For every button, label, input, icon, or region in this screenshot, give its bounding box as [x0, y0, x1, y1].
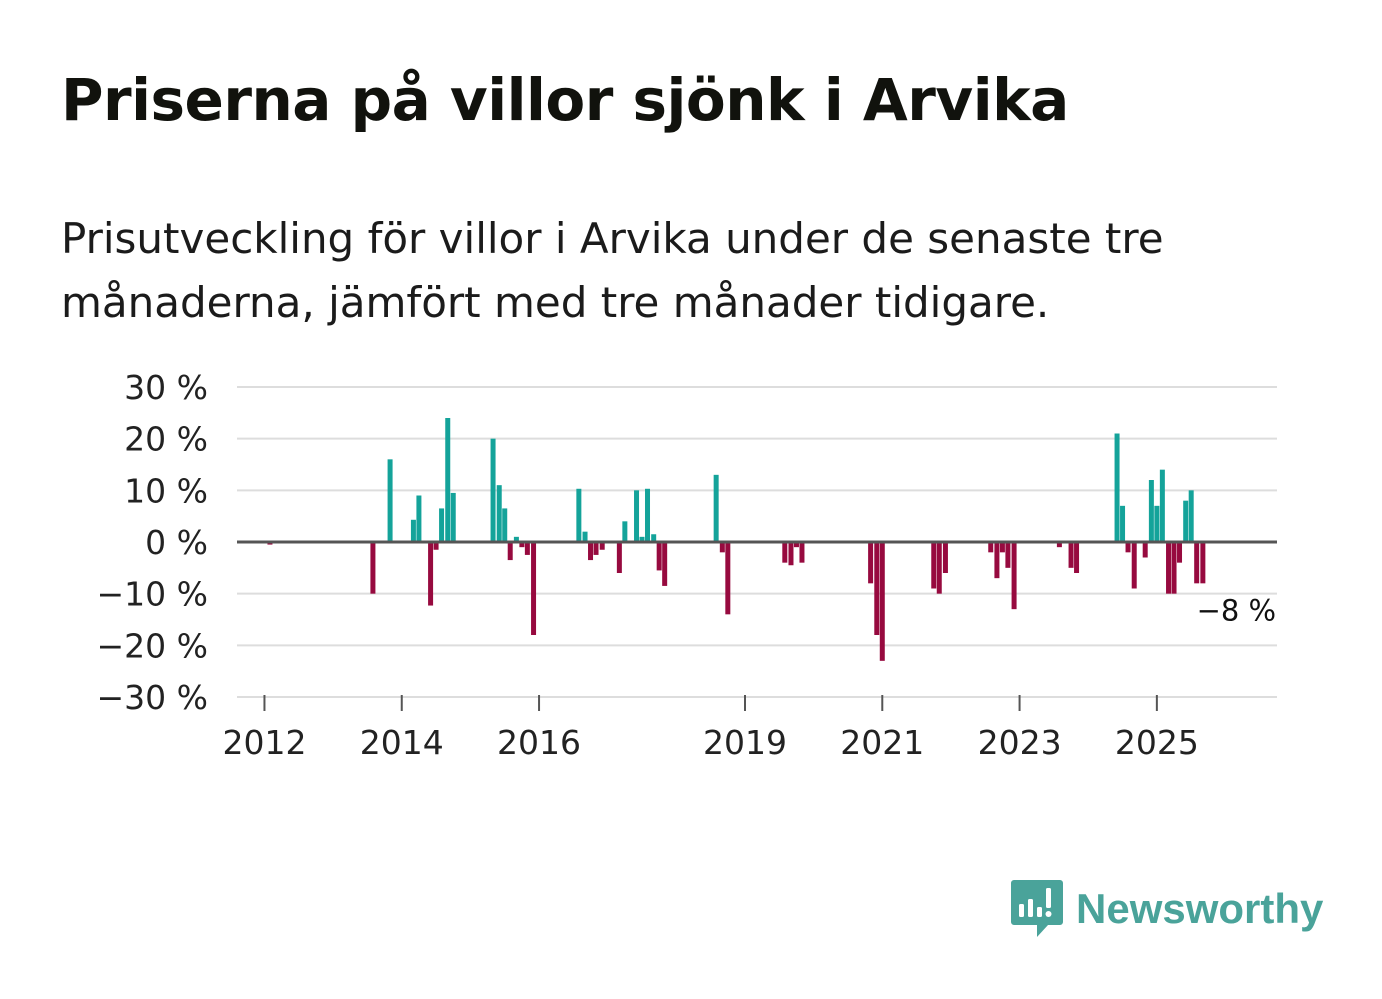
bar: [1188, 490, 1194, 542]
bar: [1148, 480, 1154, 542]
chart-subtitle: Prisutveckling för villor i Arvika under…: [61, 214, 1164, 327]
bar: [713, 474, 719, 542]
bar: [387, 459, 393, 542]
bar: [616, 542, 622, 573]
newsworthy-bar-chart-bubble-icon: [1011, 880, 1063, 937]
bar: [639, 536, 645, 542]
bar: [1068, 542, 1074, 568]
bar: [931, 542, 937, 589]
y-tick-label: 10 %: [124, 471, 208, 510]
bar: [988, 542, 994, 553]
bar: [1183, 500, 1189, 542]
y-tick-label: −30 %: [97, 678, 209, 717]
bar: [507, 542, 513, 561]
bar: [942, 542, 948, 573]
bar: [874, 542, 880, 635]
bar: [1056, 542, 1062, 548]
bar: [519, 542, 525, 548]
bar: [450, 492, 456, 542]
bar: [576, 488, 582, 542]
chart-title: Priserna på villor sjönk i Arvika: [61, 66, 1069, 134]
bar: [1005, 542, 1011, 568]
x-tick-label: 2012: [222, 723, 306, 762]
bar: [936, 542, 942, 594]
y-tick-label: 30 %: [124, 368, 208, 407]
bar: [725, 542, 731, 615]
bar: [1120, 505, 1126, 542]
bar: [439, 508, 445, 542]
bar: [719, 542, 725, 553]
bar: [999, 542, 1005, 553]
bar: [593, 542, 599, 555]
bar: [588, 542, 594, 561]
y-tick-label: −10 %: [97, 575, 209, 614]
bars: [267, 418, 1206, 661]
bar: [634, 490, 640, 542]
x-tick-label: 2025: [1115, 723, 1199, 762]
bar: [879, 542, 885, 661]
bar: [445, 418, 451, 542]
logo-text: Newsworthy: [1076, 885, 1324, 932]
bar: [433, 542, 439, 550]
bar: [868, 542, 874, 584]
bar: [1200, 542, 1206, 584]
bar: [490, 438, 496, 542]
x-tick-label: 2016: [497, 723, 581, 762]
bar: [662, 542, 668, 586]
x-tick-label: 2014: [360, 723, 444, 762]
bar: [788, 542, 794, 566]
bar: [1177, 542, 1183, 563]
bar: [416, 495, 422, 542]
bar: [782, 542, 788, 563]
bar: [428, 542, 434, 606]
y-tick-label: 0 %: [145, 523, 208, 562]
bar: [513, 536, 519, 542]
bar: [1125, 542, 1131, 553]
x-tick-label: 2023: [978, 723, 1062, 762]
bar: [410, 519, 416, 542]
bar: [656, 542, 662, 571]
bar: [496, 485, 502, 542]
bar: [1166, 542, 1172, 594]
bar: [502, 508, 508, 542]
bar: [793, 542, 799, 548]
bar: [1154, 505, 1160, 542]
x-tick-label: 2021: [840, 723, 924, 762]
bar: [1142, 542, 1148, 558]
bar: [370, 542, 376, 594]
bar: [1159, 469, 1165, 542]
bar: [582, 531, 588, 542]
bar: [1074, 542, 1080, 573]
bar: [524, 542, 530, 555]
bar: [799, 542, 805, 563]
bar: [622, 521, 628, 542]
bar-chart: 30 %20 %10 %0 %−10 %−20 %−30 % 2012 2014 2…: [97, 368, 1277, 762]
y-tick-label: −20 %: [97, 626, 209, 665]
bar: [651, 534, 657, 542]
bar: [1131, 542, 1137, 589]
newsworthy-logo: Newsworthy: [1010, 878, 1323, 940]
bar: [599, 542, 605, 550]
bar: [1171, 542, 1177, 594]
bar: [645, 488, 651, 542]
last-value-annotation: −8 %: [1197, 593, 1277, 627]
y-tick-label: 20 %: [124, 420, 208, 459]
x-axis-ticks: 2012 2014 2016 2019 2021 2023 2025: [222, 695, 1199, 762]
y-axis-ticks: 30 % 20 % 10 % 0 % −10 % −20 % −30 %: [97, 368, 209, 717]
bar: [994, 542, 1000, 579]
x-tick-label: 2019: [703, 723, 787, 762]
bar: [1194, 542, 1200, 584]
bar: [1011, 542, 1017, 610]
bar: [531, 542, 537, 635]
bar: [1114, 433, 1120, 542]
